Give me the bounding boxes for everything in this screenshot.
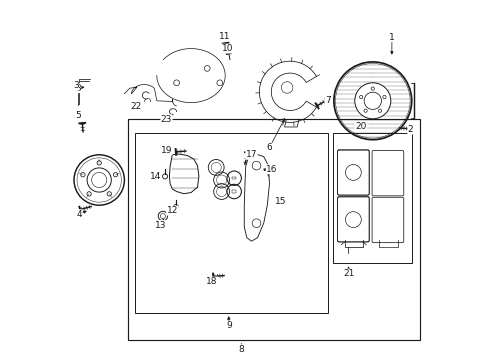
Text: 23: 23	[161, 115, 172, 124]
Bar	[135, 133, 328, 313]
Text: 9: 9	[226, 321, 232, 330]
Text: 22: 22	[131, 102, 142, 111]
Text: 3: 3	[75, 84, 81, 93]
Bar	[128, 119, 419, 340]
Text: 16: 16	[266, 165, 278, 174]
Text: 4: 4	[76, 210, 82, 219]
Text: 14: 14	[150, 172, 161, 181]
Text: 12: 12	[167, 206, 178, 215]
Text: 5: 5	[75, 111, 81, 120]
Text: 3: 3	[73, 81, 79, 90]
Text: 15: 15	[275, 197, 287, 206]
Bar	[232, 177, 236, 179]
Bar	[232, 190, 236, 193]
Text: 10: 10	[222, 44, 233, 53]
Text: 13: 13	[155, 220, 167, 230]
Bar	[333, 133, 413, 263]
Text: 2: 2	[408, 125, 414, 134]
Text: 18: 18	[206, 277, 218, 286]
Text: 8: 8	[239, 345, 245, 354]
Text: 19: 19	[161, 146, 172, 155]
Text: 20: 20	[355, 122, 367, 131]
Text: 21: 21	[343, 269, 354, 278]
Text: 11: 11	[220, 32, 231, 41]
Text: 7: 7	[325, 96, 331, 105]
Text: 6: 6	[267, 143, 272, 152]
Text: 1: 1	[389, 33, 395, 42]
Text: 17: 17	[245, 150, 257, 159]
